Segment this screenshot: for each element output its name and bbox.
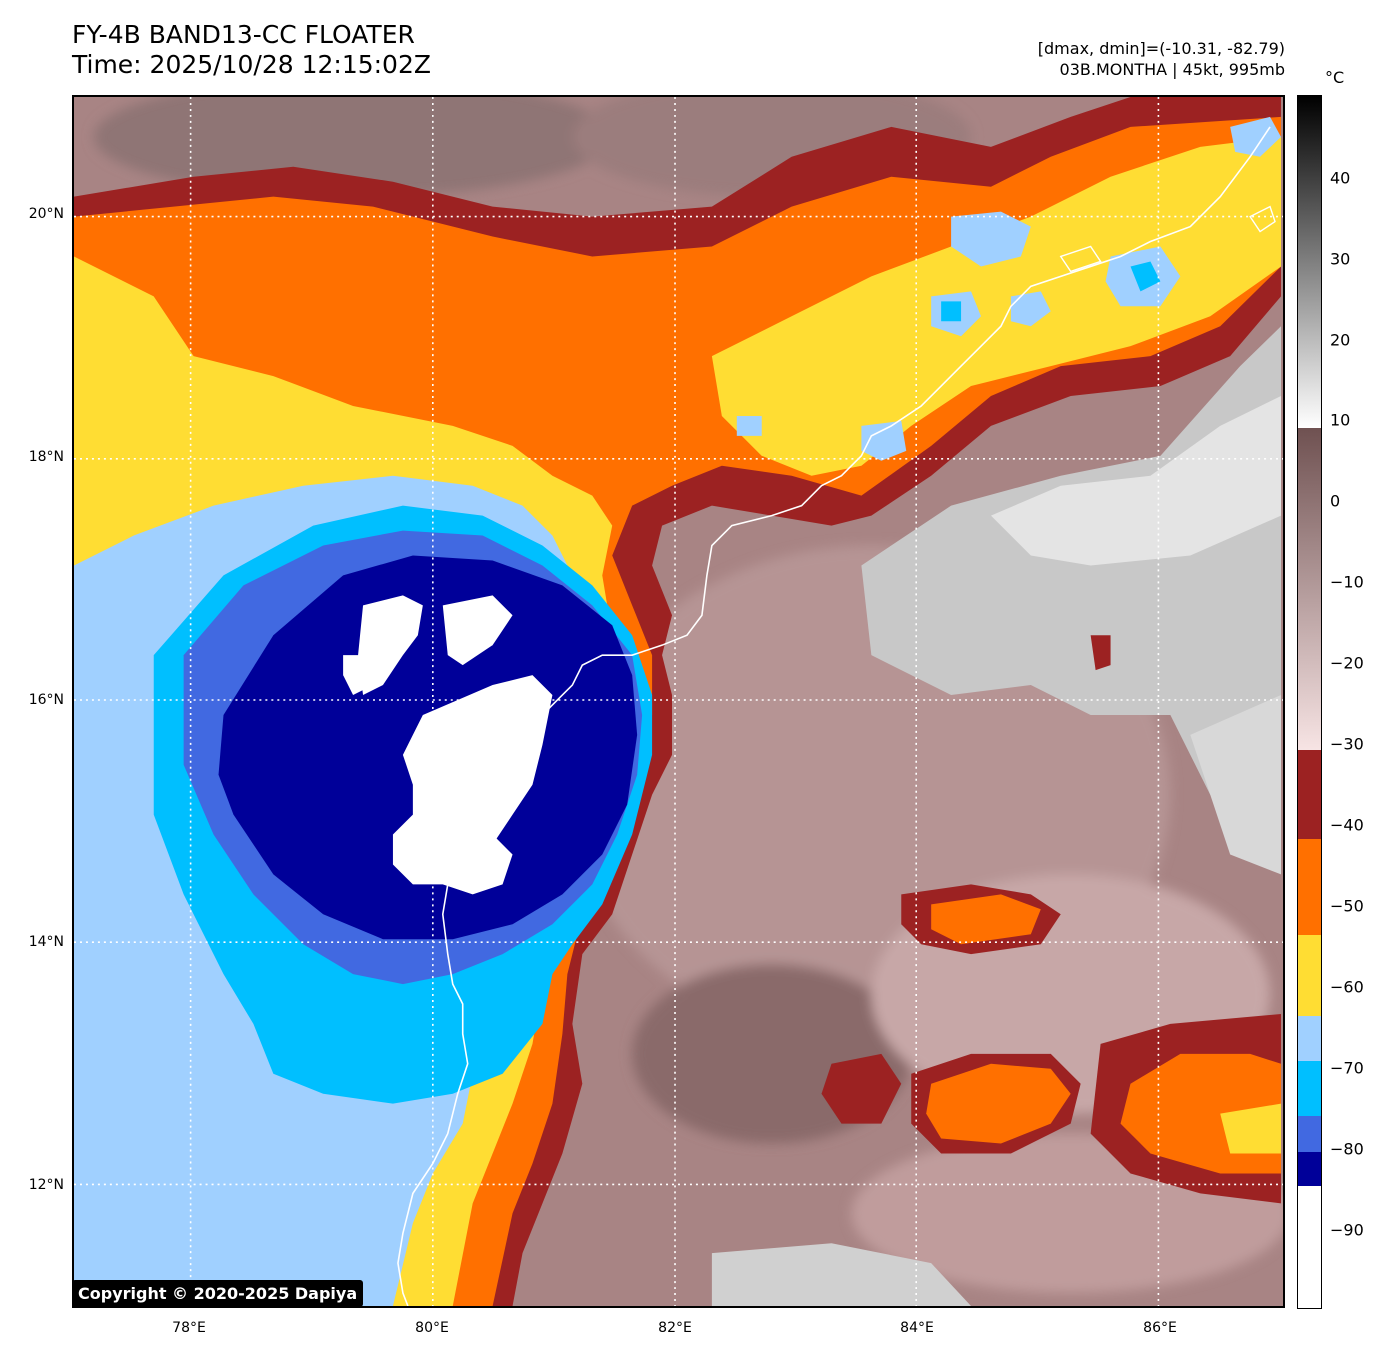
colorbar-label: 20 [1330, 330, 1351, 350]
lat-label-18n: 18°N [28, 449, 64, 465]
copyright-badge: Copyright © 2020-2025 Dapiya [72, 1280, 364, 1307]
title-time: Time: 2025/10/28 12:15:02Z [72, 50, 431, 79]
colorbar-label: −10 [1330, 572, 1364, 592]
lon-label-84e: 84°E [900, 1320, 934, 1336]
colorbar-label: −50 [1330, 896, 1364, 916]
gridlines [74, 97, 1283, 1306]
colorbar [1297, 95, 1322, 1309]
colorbar-label: 0 [1330, 491, 1341, 511]
colorbar-label: −70 [1330, 1058, 1364, 1078]
satellite-map [72, 95, 1285, 1308]
colorbar-label: −90 [1330, 1220, 1364, 1240]
colorbar-label: 30 [1330, 249, 1351, 269]
colorbar-label: −60 [1330, 977, 1364, 997]
coastline [397, 126, 1271, 1306]
storm-name: 03B.MONTHA | 45kt, 995mb [1059, 60, 1285, 79]
lat-label-14n: 14°N [28, 934, 64, 950]
lon-label-86e: 86°E [1143, 1320, 1177, 1336]
colorbar-label: 40 [1330, 168, 1351, 188]
lat-label-20n: 20°N [28, 206, 64, 222]
colorbar-label: −20 [1330, 653, 1364, 673]
low-cloud-gray [711, 326, 1282, 1306]
cloud-shield [74, 97, 1282, 1306]
chart-title: FY-4B BAND13-CC FLOATER Time: 2025/10/28… [72, 20, 431, 80]
lat-label-16n: 16°N [28, 692, 64, 708]
colorbar-unit: °C [1325, 68, 1345, 87]
lon-label-82e: 82°E [658, 1320, 692, 1336]
title-product: FY-4B BAND13-CC FLOATER [72, 20, 415, 49]
data-range: [dmax, dmin]=(-10.31, -82.79) [1037, 39, 1285, 58]
colorbar-label: 10 [1330, 410, 1351, 430]
storm-info: [dmax, dmin]=(-10.31, -82.79) 03B.MONTHA… [1038, 38, 1285, 80]
colorbar-label: −30 [1330, 734, 1364, 754]
map-image [74, 97, 1283, 1306]
lon-label-78e: 78°E [172, 1320, 206, 1336]
colorbar-label: −80 [1330, 1139, 1364, 1159]
lat-label-12n: 12°N [28, 1177, 64, 1193]
lon-label-80e: 80°E [415, 1320, 449, 1336]
colorbar-label: −40 [1330, 815, 1364, 835]
colorbar-gradient [1298, 96, 1321, 1308]
